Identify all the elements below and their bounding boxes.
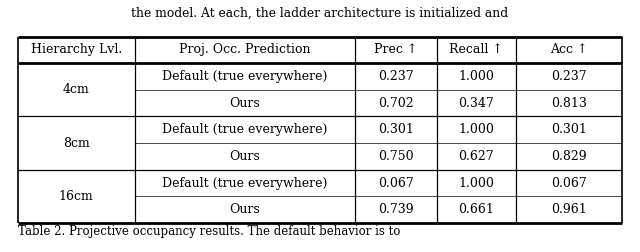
Text: 0.067: 0.067 — [378, 177, 413, 190]
Text: the model. At each, the ladder architecture is initialized and: the model. At each, the ladder architect… — [131, 6, 509, 19]
Text: 1.000: 1.000 — [458, 70, 494, 83]
Text: 0.829: 0.829 — [551, 150, 587, 163]
Text: 0.627: 0.627 — [458, 150, 494, 163]
Text: Prec ↑: Prec ↑ — [374, 43, 417, 56]
Text: Default (true everywhere): Default (true everywhere) — [162, 123, 328, 136]
Text: 0.067: 0.067 — [551, 177, 587, 190]
Text: Acc ↑: Acc ↑ — [550, 43, 588, 56]
Text: 0.702: 0.702 — [378, 97, 413, 110]
Text: 8cm: 8cm — [63, 137, 90, 150]
Text: Ours: Ours — [229, 97, 260, 110]
Text: 0.961: 0.961 — [551, 203, 587, 216]
Text: Recall ↑: Recall ↑ — [449, 43, 503, 56]
Text: 0.237: 0.237 — [378, 70, 413, 83]
Text: Ours: Ours — [229, 150, 260, 163]
Text: 1.000: 1.000 — [458, 177, 494, 190]
Text: 4cm: 4cm — [63, 83, 90, 96]
Text: 0.301: 0.301 — [551, 123, 587, 136]
Text: Proj. Occ. Prediction: Proj. Occ. Prediction — [179, 43, 310, 56]
Text: 0.301: 0.301 — [378, 123, 413, 136]
Text: 0.750: 0.750 — [378, 150, 413, 163]
Text: Default (true everywhere): Default (true everywhere) — [162, 70, 328, 83]
Text: 0.813: 0.813 — [551, 97, 587, 110]
Text: 0.347: 0.347 — [458, 97, 494, 110]
Text: Default (true everywhere): Default (true everywhere) — [162, 177, 328, 190]
Text: 16cm: 16cm — [59, 190, 93, 203]
Text: Table 2. Projective occupancy results. The default behavior is to: Table 2. Projective occupancy results. T… — [18, 225, 400, 238]
Text: Ours: Ours — [229, 203, 260, 216]
Text: 1.000: 1.000 — [458, 123, 494, 136]
Text: 0.237: 0.237 — [551, 70, 587, 83]
Text: 0.739: 0.739 — [378, 203, 413, 216]
Text: 0.661: 0.661 — [458, 203, 494, 216]
Text: Hierarchy Lvl.: Hierarchy Lvl. — [31, 43, 122, 56]
